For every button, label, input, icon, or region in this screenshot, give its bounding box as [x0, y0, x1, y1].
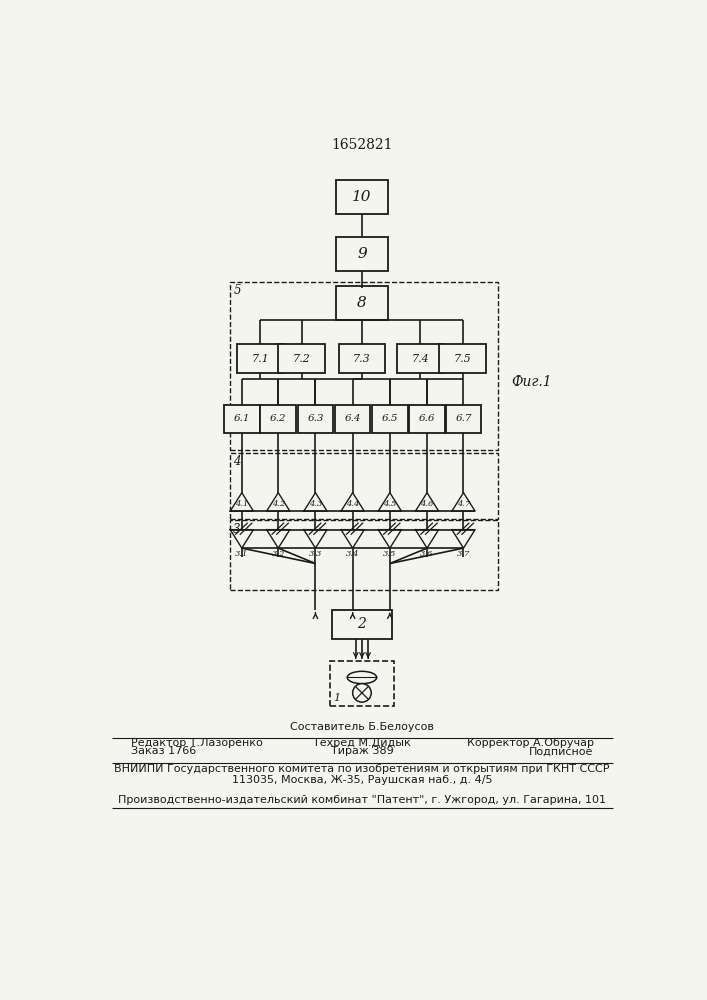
Bar [409, 405, 445, 433]
Bar [260, 405, 296, 433]
Text: 3.5: 3.5 [383, 550, 397, 558]
Bar [332, 610, 392, 639]
Text: Тираж 389: Тираж 389 [331, 746, 393, 756]
Text: 3: 3 [233, 523, 241, 536]
Text: 4.5: 4.5 [383, 500, 397, 508]
Text: 5: 5 [233, 284, 241, 297]
Bar [336, 237, 388, 271]
Text: 6.5: 6.5 [382, 414, 398, 423]
Text: Редактор Т.Лазоренко: Редактор Т.Лазоренко [131, 738, 263, 748]
Bar [230, 453, 498, 519]
Bar [237, 344, 284, 373]
Text: 3.4: 3.4 [346, 550, 359, 558]
Text: 3.2: 3.2 [271, 550, 285, 558]
Text: 7.5: 7.5 [454, 354, 472, 364]
Bar [224, 405, 259, 433]
Text: 3.1: 3.1 [235, 550, 249, 558]
Bar [440, 344, 486, 373]
Text: ВНИИПИ Государственного комитета по изобретениям и открытиям при ГКНТ СССР: ВНИИПИ Государственного комитета по изоб… [115, 764, 609, 774]
Bar [230, 520, 498, 590]
Text: 9: 9 [357, 247, 367, 261]
Text: Фиг.1: Фиг.1 [511, 375, 552, 389]
Text: Заказ 1766: Заказ 1766 [131, 746, 197, 756]
Bar [230, 282, 498, 450]
Text: Производственно-издательский комбинат "Патент", г. Ужгород, ул. Гагарина, 101: Производственно-издательский комбинат "П… [118, 795, 606, 805]
Bar [298, 405, 333, 433]
Text: 113035, Москва, Ж-35, Раушская наб., д. 4/5: 113035, Москва, Ж-35, Раушская наб., д. … [232, 775, 492, 785]
Text: 4.7: 4.7 [457, 500, 470, 508]
Bar [445, 405, 481, 433]
Text: 3.6: 3.6 [421, 550, 433, 558]
Text: 4.1: 4.1 [235, 500, 249, 508]
Text: 7.4: 7.4 [411, 354, 429, 364]
Bar [335, 405, 370, 433]
Text: 10: 10 [352, 190, 372, 204]
Bar [339, 344, 385, 373]
Text: 4.4: 4.4 [346, 500, 359, 508]
Bar [279, 344, 325, 373]
Text: 6.7: 6.7 [455, 414, 472, 423]
Text: Корректор А.Обручар: Корректор А.Обручар [467, 738, 594, 748]
Text: 6.4: 6.4 [344, 414, 361, 423]
Text: 1652821: 1652821 [331, 138, 392, 152]
Text: 6.6: 6.6 [419, 414, 436, 423]
Text: Техред М.Дидык: Техред М.Дидык [313, 738, 411, 748]
Bar [336, 286, 388, 320]
Text: 4.3: 4.3 [309, 500, 322, 508]
Circle shape [353, 684, 371, 702]
Bar [330, 661, 394, 706]
Text: 8: 8 [357, 296, 367, 310]
Text: 4.2: 4.2 [271, 500, 285, 508]
Bar [336, 180, 388, 214]
Text: 7.3: 7.3 [353, 354, 371, 364]
Text: 4.6: 4.6 [421, 500, 433, 508]
Text: 6.1: 6.1 [233, 414, 250, 423]
Text: 3.3: 3.3 [309, 550, 322, 558]
Text: 2: 2 [358, 617, 366, 631]
Bar [372, 405, 408, 433]
Ellipse shape [347, 671, 377, 684]
Text: Подписное: Подписное [530, 746, 594, 756]
Text: 1: 1 [333, 693, 340, 703]
Text: Составитель Б.Белоусов: Составитель Б.Белоусов [290, 722, 434, 732]
Text: 7.1: 7.1 [252, 354, 269, 364]
Text: 6.3: 6.3 [308, 414, 324, 423]
Text: 3.7: 3.7 [457, 550, 470, 558]
Bar [397, 344, 443, 373]
Text: 6.2: 6.2 [270, 414, 286, 423]
Text: 7.2: 7.2 [293, 354, 310, 364]
Text: 4: 4 [233, 455, 241, 468]
